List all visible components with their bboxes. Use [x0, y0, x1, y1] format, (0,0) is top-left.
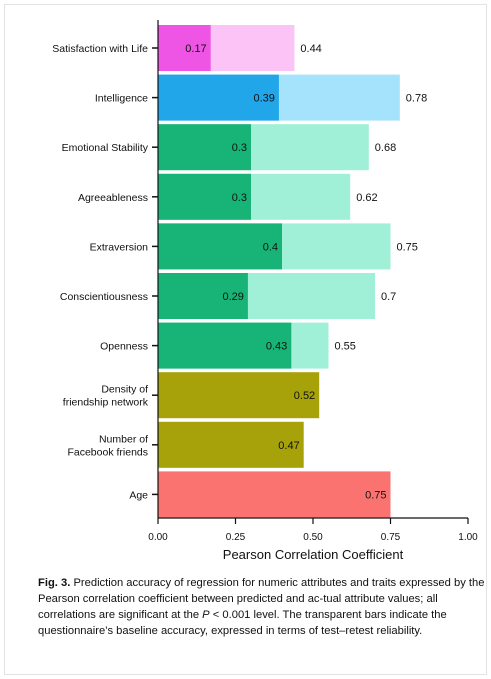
x-tick-label: 0.50	[303, 532, 323, 543]
category-label: Emotional Stability	[62, 142, 149, 154]
baseline-value-label: 0.62	[356, 192, 377, 204]
prediction-bar	[158, 223, 282, 270]
x-tick-label: 0.75	[381, 532, 401, 543]
baseline-value-label: 0.78	[406, 93, 427, 105]
bar-chart: 0.44 0.17 Satisfaction with Life 0.78 0.39 In…	[52, 20, 478, 562]
prediction-bar	[158, 372, 320, 419]
caption-text-part-2: < 0.001 level. The transparent bars indi…	[38, 609, 447, 637]
figure-label: Fig. 3.	[38, 577, 71, 589]
prediction-bar	[158, 173, 251, 220]
baseline-value-label: 0.55	[335, 341, 356, 353]
prediction-value-label: 0.52	[294, 390, 315, 402]
prediction-value-label: 0.39	[253, 93, 274, 105]
caption-text-part-1: Prediction accuracy of regression for nu…	[38, 577, 485, 621]
baseline-value-label: 0.44	[300, 43, 321, 55]
prediction-value-label: 0.17	[185, 43, 206, 55]
prediction-value-label: 0.29	[222, 291, 243, 303]
baseline-value-label: 0.75	[397, 241, 418, 253]
category-label: Extraversion	[90, 241, 149, 253]
prediction-bar	[158, 471, 391, 518]
baseline-value-label: 0.68	[375, 142, 396, 154]
prediction-value-label: 0.3	[232, 192, 247, 204]
prediction-bar	[158, 124, 251, 171]
page-frame	[4, 4, 487, 675]
baseline-value-label: 0.7	[381, 291, 396, 303]
prediction-value-label: 0.75	[365, 489, 386, 501]
category-label: Openness	[100, 341, 148, 353]
category-label: Number of	[99, 433, 148, 445]
x-axis-label: Pearson Correlation Coefficient	[223, 547, 404, 562]
prediction-value-label: 0.43	[266, 341, 287, 353]
category-label: Conscientiousness	[60, 291, 148, 303]
category-label: Age	[129, 489, 148, 501]
category-label: Intelligence	[95, 93, 148, 105]
prediction-bar	[158, 74, 279, 121]
prediction-value-label: 0.47	[278, 440, 299, 452]
prediction-bar	[158, 273, 248, 319]
prediction-bar	[158, 25, 211, 71]
prediction-value-label: 0.3	[232, 142, 247, 154]
caption-p-symbol: P	[202, 609, 210, 621]
category-label: friendship network	[63, 397, 149, 409]
category-label: Density of	[101, 384, 148, 396]
x-tick-label: 0.00	[148, 532, 168, 543]
category-label: Facebook friends	[67, 446, 148, 458]
prediction-value-label: 0.4	[263, 241, 278, 253]
prediction-bar	[158, 421, 304, 468]
x-tick-label: 1.00	[458, 532, 478, 543]
x-tick-label: 0.25	[226, 532, 246, 543]
figure-caption: Fig. 3. Prediction accuracy of regressio…	[38, 575, 486, 639]
prediction-bar	[158, 322, 292, 369]
category-label: Satisfaction with Life	[52, 43, 148, 55]
category-label: Agreeableness	[78, 192, 148, 204]
